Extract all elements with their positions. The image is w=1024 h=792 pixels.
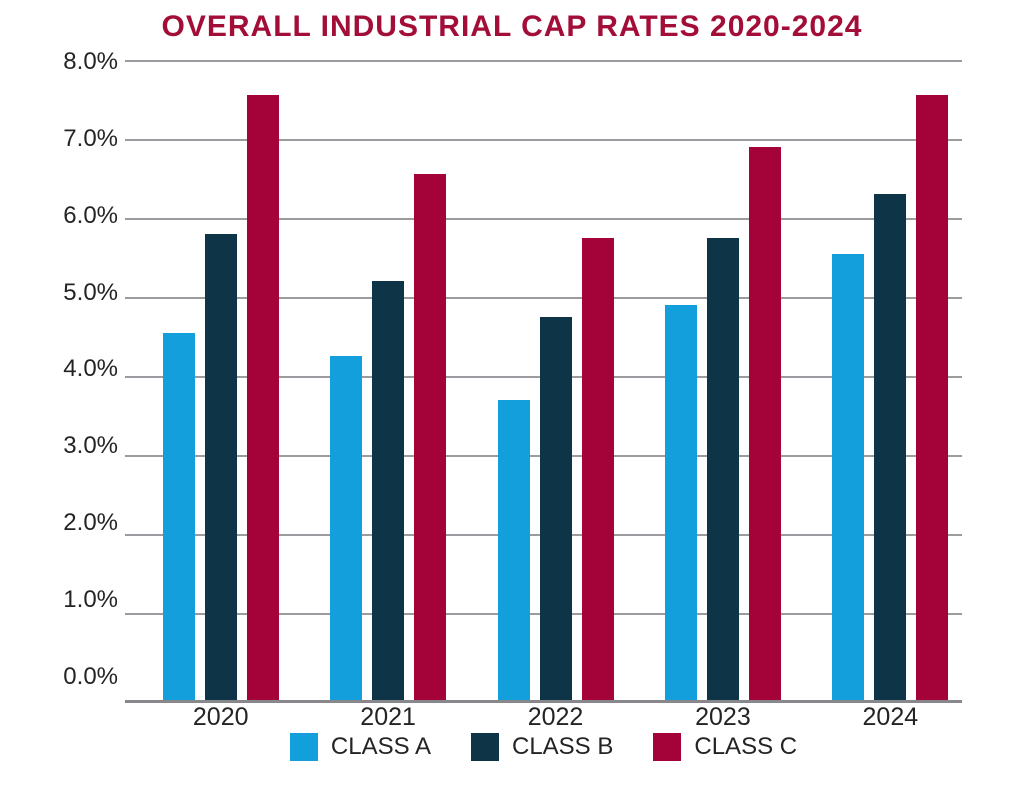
legend-item-class-c: CLASS C <box>653 733 797 761</box>
legend-label: CLASS B <box>511 733 614 760</box>
y-tick-label: 0.0% <box>63 663 118 690</box>
y-tick-label: 4.0% <box>63 355 118 382</box>
legend: CLASS A CLASS B CLASS C <box>125 733 962 761</box>
x-axis-line <box>125 700 962 703</box>
bar-group-2023 <box>639 58 806 703</box>
bar-groups <box>137 58 974 703</box>
y-tick-label: 8.0% <box>63 48 118 75</box>
legend-label: CLASS C <box>694 733 798 760</box>
bar-class-b-2023 <box>706 238 739 703</box>
bar-class-c-2022 <box>581 238 614 703</box>
gridline-6-percent <box>125 218 962 220</box>
bar-class-a-2022 <box>497 400 530 703</box>
bar-class-a-2024 <box>832 254 865 703</box>
legend-swatch-class-a <box>289 733 318 761</box>
gridline-7-percent <box>125 139 962 141</box>
x-category-label-2020: 2020 <box>192 703 249 731</box>
legend-item-class-a: CLASS A <box>289 733 431 761</box>
bar-class-a-2021 <box>330 356 363 703</box>
bar-class-c-2023 <box>748 147 781 703</box>
x-category-label-2023: 2023 <box>695 703 751 731</box>
bar-group-2024 <box>807 58 974 703</box>
legend-swatch-class-c <box>653 733 682 761</box>
legend-label: CLASS A <box>330 733 431 760</box>
y-tick-label: 5.0% <box>63 279 118 306</box>
bar-group-2022 <box>472 58 639 703</box>
chart-title: OVERALL INDUSTRIAL CAP RATES 2020-2024 <box>161 10 863 43</box>
bar-class-b-2021 <box>372 281 405 703</box>
bar-class-c-2024 <box>916 95 949 703</box>
bar-class-c-2020 <box>246 95 279 703</box>
bar-class-b-2022 <box>539 317 572 703</box>
x-category-label-2021: 2021 <box>360 703 416 731</box>
bar-group-2021 <box>304 58 471 703</box>
legend-item-class-b: CLASS B <box>470 733 614 761</box>
legend-swatch-class-b <box>470 733 499 761</box>
y-tick-label: 1.0% <box>63 586 118 613</box>
y-tick-label: 6.0% <box>63 202 118 229</box>
bar-class-c-2021 <box>414 174 447 703</box>
x-axis-labels: 2020 2021 2022 2023 2024 <box>137 704 974 730</box>
bar-class-a-2023 <box>664 305 697 703</box>
bar-class-b-2024 <box>874 194 907 703</box>
bar-group-2020 <box>137 58 304 703</box>
bar-class-a-2020 <box>162 333 195 703</box>
y-axis-labels: 8.0% 7.0% 6.0% 5.0% 4.0% 3.0% 2.0% 1.0% 0.0% <box>0 0 118 792</box>
gridline-8-percent <box>125 60 962 62</box>
y-tick-label: 2.0% <box>63 509 118 536</box>
y-tick-label: 3.0% <box>63 432 118 459</box>
x-category-label-2024: 2024 <box>862 703 919 731</box>
y-tick-label: 7.0% <box>63 125 118 152</box>
x-category-label-2022: 2022 <box>527 703 584 731</box>
gridline-5-percent <box>125 297 962 299</box>
bar-class-b-2020 <box>204 234 237 703</box>
